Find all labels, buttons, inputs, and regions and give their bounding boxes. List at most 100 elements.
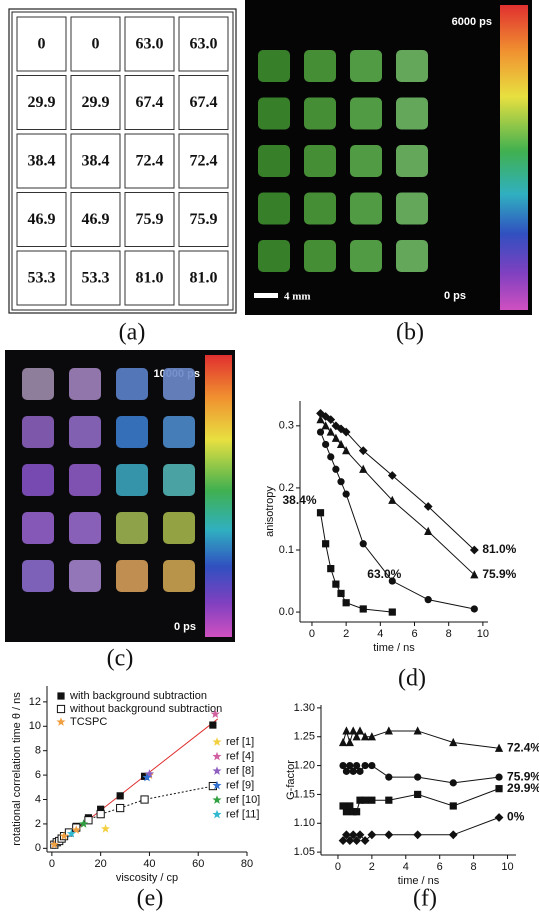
cell-text: 81.0 (136, 270, 164, 287)
series-line (54, 786, 213, 845)
cell-text: 67.4 (190, 94, 218, 111)
x-tick-label: 80 (241, 858, 253, 870)
sample-well (304, 240, 336, 272)
x-tick-label: 20 (95, 858, 107, 870)
sample-well (22, 560, 54, 592)
sample-well (116, 464, 148, 496)
y-tick-label: 4 (35, 793, 41, 805)
marker (117, 804, 124, 811)
sample-well (350, 50, 382, 82)
sample-well (304, 98, 336, 130)
marker (425, 596, 432, 603)
color-bar (500, 5, 528, 310)
x-tick-label: 6 (411, 628, 417, 640)
x-tick-label: 10 (477, 628, 489, 640)
legend-label: ref [10] (226, 794, 260, 806)
sample-well (258, 98, 290, 130)
sample-well (396, 240, 428, 272)
marker (141, 796, 148, 803)
marker (495, 774, 502, 781)
sample-well (116, 560, 148, 592)
marker (471, 605, 478, 612)
legend-label: ref [8] (226, 765, 254, 777)
cell-text: 53.3 (82, 270, 110, 287)
x-tick-label: 0 (309, 628, 315, 640)
sample-well (163, 464, 195, 496)
legend-marker (57, 692, 64, 699)
y-tick-label: 12 (29, 696, 41, 708)
y-tick-label: 2 (35, 818, 41, 830)
marker (414, 791, 421, 798)
marker (337, 478, 344, 485)
sample-well (350, 240, 382, 272)
marker (332, 581, 339, 588)
marker (495, 785, 502, 792)
series-label: 38.4% (282, 493, 316, 507)
marker (356, 726, 364, 734)
sample-well (350, 145, 382, 177)
x-axis-label: time / ns (373, 642, 415, 654)
cell-text: 38.4 (82, 153, 110, 170)
marker (360, 540, 367, 547)
marker (339, 738, 347, 746)
x-tick-label: 4 (377, 628, 383, 640)
series-line (321, 513, 393, 612)
cell-text: 72.4 (136, 153, 164, 170)
sample-well (258, 240, 290, 272)
panel-label: (f) (413, 886, 437, 912)
y-axis-label: G-factor (285, 760, 297, 800)
marker (361, 762, 368, 769)
x-tick-label: 40 (143, 858, 155, 870)
marker (413, 830, 422, 839)
marker (450, 779, 457, 786)
sample-well (116, 512, 148, 544)
legend-marker (212, 737, 221, 746)
sample-well (396, 98, 428, 130)
sample-well (350, 98, 382, 130)
sample-well (22, 368, 54, 400)
marker (346, 738, 354, 746)
series-line (321, 420, 475, 575)
marker (414, 774, 421, 781)
image-label: 0 ps (174, 621, 196, 633)
cell-text: 75.9 (190, 211, 218, 228)
sample-well (396, 50, 428, 82)
cell-text: 63.0 (190, 36, 218, 53)
cell-text: 46.9 (82, 211, 110, 228)
y-axis-label: anisotropy (264, 486, 276, 537)
marker (495, 813, 504, 822)
sample-well (304, 145, 336, 177)
marker (450, 802, 457, 809)
y-axis-label: rotational correlation time θ / ns (11, 692, 23, 846)
y-tick-label: 1.25 (294, 731, 315, 743)
color-bar (205, 355, 232, 637)
marker (449, 830, 458, 839)
legend-label: with background subtraction (69, 690, 207, 702)
sample-well (22, 416, 54, 448)
x-axis-label: time / ns (398, 875, 440, 887)
marker (322, 441, 329, 448)
marker (360, 605, 367, 612)
marker (385, 797, 392, 804)
series-label: 75.9% (482, 567, 516, 581)
marker (389, 608, 396, 615)
series-label: 63.0% (367, 567, 401, 581)
y-tick-label: 1.05 (294, 846, 315, 858)
marker (209, 721, 216, 728)
marker (356, 768, 363, 775)
panel-label: (a) (119, 320, 146, 346)
legend-marker (212, 752, 221, 761)
y-tick-label: 0 (35, 842, 41, 854)
sample-well (69, 560, 101, 592)
cell-text: 38.4 (28, 153, 56, 170)
sample-well (396, 145, 428, 177)
y-tick-label: 1.30 (294, 702, 315, 714)
series-label: 0% (507, 810, 525, 824)
marker (361, 797, 368, 804)
sample-well (163, 560, 195, 592)
x-axis-label: viscosity / cp (116, 872, 178, 884)
y-tick-label: 0.1 (279, 544, 294, 556)
legend-label: without background subtraction (69, 703, 222, 715)
series-label: 72.4% (507, 740, 539, 754)
legend-label: ref [4] (226, 750, 254, 762)
